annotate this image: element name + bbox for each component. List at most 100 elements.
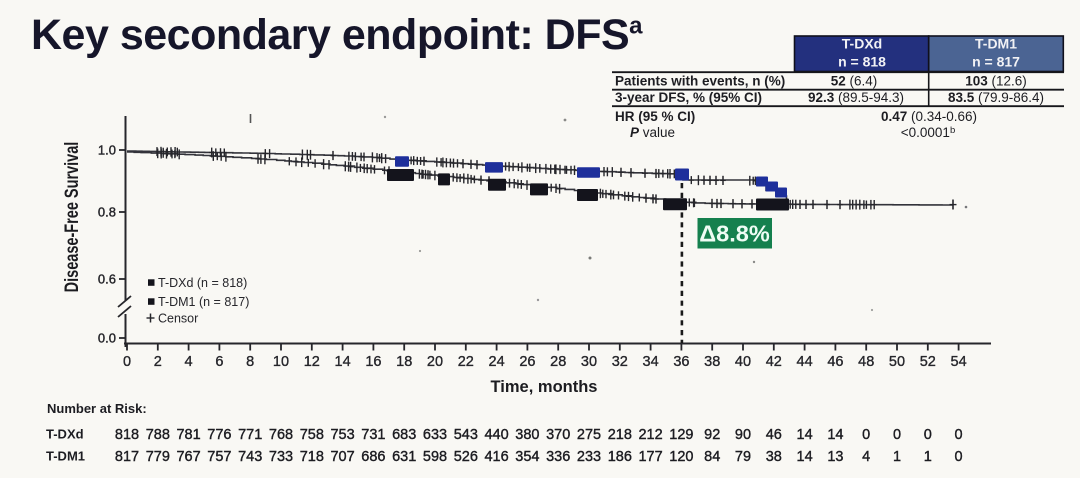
svg-text:T-DM1: T-DM1	[46, 449, 85, 464]
svg-text:0: 0	[955, 427, 963, 443]
svg-text:T-DXd (n = 818): T-DXd (n = 818)	[158, 276, 247, 290]
svg-text:50: 50	[889, 354, 905, 370]
svg-text:543: 543	[454, 427, 478, 443]
svg-text:781: 781	[176, 427, 200, 443]
svg-text:84: 84	[704, 449, 720, 465]
svg-text:38: 38	[704, 354, 720, 370]
svg-text:13: 13	[827, 449, 843, 465]
svg-text:Number at Risk:: Number at Risk:	[47, 401, 147, 416]
svg-text:0.6: 0.6	[98, 272, 116, 287]
svg-text:Disease-Free Survival: Disease-Free Survival	[60, 142, 83, 293]
svg-text:718: 718	[300, 449, 324, 465]
svg-text:275: 275	[577, 427, 601, 443]
svg-text:817: 817	[115, 449, 139, 465]
svg-text:18: 18	[396, 354, 412, 370]
svg-text:44: 44	[797, 354, 813, 370]
svg-text:32: 32	[612, 354, 628, 370]
svg-text:2: 2	[154, 354, 162, 370]
svg-text:n = 818: n = 818	[838, 54, 886, 70]
svg-text:120: 120	[669, 449, 693, 465]
svg-text:731: 731	[361, 427, 385, 443]
svg-text:40: 40	[735, 354, 751, 370]
svg-text:26: 26	[519, 354, 535, 370]
svg-text:771: 771	[238, 427, 262, 443]
svg-text:440: 440	[484, 427, 508, 443]
svg-text:758: 758	[300, 427, 324, 443]
svg-text:14: 14	[797, 427, 813, 443]
svg-text:20: 20	[427, 354, 443, 370]
svg-text:743: 743	[238, 449, 262, 465]
svg-text:186: 186	[608, 449, 632, 465]
svg-text:707: 707	[330, 449, 354, 465]
svg-text:768: 768	[269, 427, 293, 443]
svg-text:10: 10	[273, 354, 289, 370]
svg-text:0: 0	[862, 427, 870, 443]
svg-text:42: 42	[766, 354, 782, 370]
svg-text:1: 1	[924, 449, 932, 465]
svg-text:177: 177	[638, 449, 662, 465]
svg-text:233: 233	[577, 449, 601, 465]
svg-text:354: 354	[515, 449, 539, 465]
svg-text:16: 16	[365, 354, 381, 370]
svg-text:24: 24	[489, 354, 505, 370]
svg-text:90: 90	[735, 427, 751, 443]
svg-text:38: 38	[766, 449, 782, 465]
svg-text:46: 46	[827, 354, 843, 370]
svg-text:633: 633	[423, 427, 447, 443]
svg-text:3-year DFS, % (95% CI): 3-year DFS, % (95% CI)	[615, 90, 762, 105]
svg-text:129: 129	[669, 427, 693, 443]
svg-text:83.5 (79.9-86.4): 83.5 (79.9-86.4)	[948, 90, 1044, 105]
svg-text:54: 54	[951, 354, 967, 370]
svg-text:788: 788	[146, 427, 170, 443]
svg-text:Censor: Censor	[158, 312, 198, 326]
svg-text:12: 12	[304, 354, 320, 370]
svg-text:34: 34	[643, 354, 659, 370]
svg-text:733: 733	[269, 449, 293, 465]
svg-text:526: 526	[454, 449, 478, 465]
svg-text:753: 753	[330, 427, 354, 443]
svg-text:631: 631	[392, 449, 416, 465]
svg-text:776: 776	[207, 427, 231, 443]
svg-text:336: 336	[546, 449, 570, 465]
svg-text:46: 46	[766, 427, 782, 443]
svg-text:4: 4	[185, 354, 193, 370]
svg-text:1: 1	[893, 449, 901, 465]
svg-text:218: 218	[608, 427, 632, 443]
svg-text:T-DM1 (n = 817): T-DM1 (n = 817)	[158, 295, 249, 309]
svg-text:14: 14	[797, 449, 813, 465]
svg-text:79: 79	[735, 449, 751, 465]
svg-text:683: 683	[392, 427, 416, 443]
svg-text:Time, months: Time, months	[491, 378, 598, 396]
svg-text:HR (95 % CI): HR (95 % CI)	[615, 109, 695, 124]
svg-text:36: 36	[673, 354, 689, 370]
svg-text:212: 212	[638, 427, 662, 443]
svg-text:0: 0	[955, 449, 963, 465]
svg-text:0.8: 0.8	[98, 205, 116, 220]
svg-text:Patients with events, n (%): Patients with events, n (%)	[615, 74, 785, 89]
svg-text:598: 598	[423, 449, 447, 465]
svg-text:Δ8.8%: Δ8.8%	[699, 221, 770, 247]
svg-text:1.0: 1.0	[98, 143, 116, 158]
svg-text:P value: P value	[630, 125, 675, 140]
svg-text:52: 52	[920, 354, 936, 370]
svg-text:6: 6	[215, 354, 223, 370]
svg-text:767: 767	[176, 449, 200, 465]
svg-text:370: 370	[546, 427, 570, 443]
svg-text:T-DM1: T-DM1	[975, 36, 1017, 52]
svg-text:416: 416	[484, 449, 508, 465]
svg-text:380: 380	[515, 427, 539, 443]
svg-text:22: 22	[458, 354, 474, 370]
svg-text:8: 8	[246, 354, 254, 370]
svg-text:28: 28	[550, 354, 566, 370]
svg-text:14: 14	[827, 427, 843, 443]
svg-text:0: 0	[893, 427, 901, 443]
svg-text:T-DXd: T-DXd	[46, 427, 84, 442]
svg-text:52 (6.4): 52 (6.4)	[831, 74, 878, 89]
svg-text:818: 818	[115, 427, 139, 443]
svg-text:0: 0	[924, 427, 932, 443]
svg-text:48: 48	[858, 354, 874, 370]
svg-text:92: 92	[704, 427, 720, 443]
svg-text:0.0: 0.0	[98, 331, 116, 346]
svg-text:103 (12.6): 103 (12.6)	[965, 74, 1027, 89]
svg-text:92.3 (89.5-94.3): 92.3 (89.5-94.3)	[808, 90, 904, 105]
